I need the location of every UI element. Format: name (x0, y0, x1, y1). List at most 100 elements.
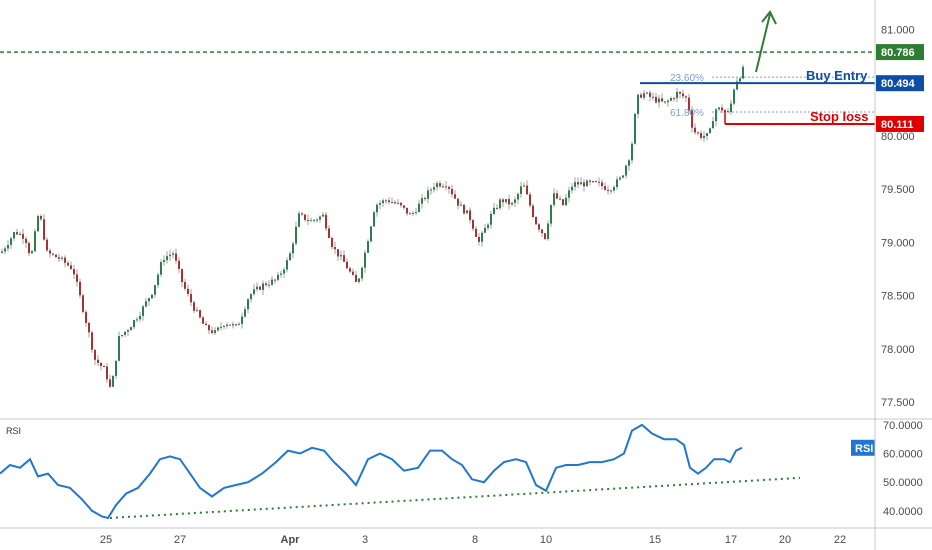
candle-body (202, 317, 204, 324)
candle-body (661, 98, 663, 102)
candle-body (736, 81, 738, 90)
candle-body (184, 282, 186, 289)
candle-body (487, 224, 489, 228)
candle-body (55, 254, 57, 258)
rsi-panel[interactable]: RSI 70.0000 60.0000 50.0000 40.0000 RSI (0, 420, 923, 520)
candle-body (40, 216, 42, 220)
candle-body (193, 302, 195, 311)
candle-body (466, 210, 468, 214)
candle-body (157, 274, 159, 286)
candle-body (643, 93, 645, 98)
candle-body (82, 295, 84, 312)
candle-body (259, 286, 261, 290)
candle-body (205, 323, 207, 326)
candle-body (301, 213, 303, 215)
time-tick-label: 3 (362, 534, 368, 546)
candle-body (37, 216, 39, 232)
candle-body (328, 228, 330, 239)
candle-body (709, 128, 711, 134)
candle-body (397, 202, 399, 204)
candle-body (262, 283, 264, 290)
candle-body (442, 186, 444, 188)
rsi-tick-label: 60.0000 (883, 449, 923, 461)
candle-body (427, 190, 429, 199)
trade-annotations: 80.786 80.494 80.111 Buy Entry Stop loss 23.6… (0, 10, 924, 132)
candle-body (322, 214, 324, 217)
candle-body (223, 325, 225, 327)
candle-body (448, 186, 450, 189)
candle-body (334, 247, 336, 250)
candle-body (664, 101, 666, 103)
candle-body (310, 220, 312, 222)
candle-body (538, 224, 540, 230)
candle-body (7, 244, 9, 249)
candle-body (571, 186, 573, 191)
candle-body (181, 268, 183, 283)
candle-body (166, 256, 168, 261)
candle-body (451, 188, 453, 195)
candle-body (34, 231, 36, 252)
candle-body (385, 200, 387, 202)
candle-body (532, 205, 534, 218)
price-badge (876, 75, 924, 92)
candle-body (304, 214, 306, 220)
candle-body (190, 293, 192, 303)
candle-body (169, 254, 171, 257)
candle-body (97, 359, 99, 363)
candle-body (694, 127, 696, 133)
price-tick-label: 79.000 (881, 237, 915, 249)
candle-body (628, 160, 630, 166)
candle-body (244, 309, 246, 317)
candle-body (625, 165, 627, 176)
candle-body (652, 96, 654, 98)
candle-body (646, 92, 648, 94)
candle-body (358, 278, 360, 282)
candle-body (685, 96, 687, 98)
candle-body (361, 267, 363, 279)
candle-body (439, 183, 441, 187)
candle-body (61, 257, 63, 259)
candle-body (151, 294, 153, 299)
candle-body (277, 274, 279, 280)
target-arrow (755, 13, 771, 73)
candle-body (517, 193, 519, 200)
candle-body (412, 213, 414, 215)
candle-body (367, 241, 369, 253)
price-badge (876, 115, 924, 132)
candle-body (163, 260, 165, 263)
candle-body (436, 183, 438, 188)
candle-body (739, 78, 741, 82)
candle-body (64, 257, 66, 263)
candle-body (133, 320, 135, 328)
candle-body (415, 212, 417, 214)
candle-body (160, 262, 162, 275)
candle-body (118, 336, 120, 361)
candle-body (523, 185, 525, 187)
candle-body (598, 181, 600, 183)
candle-body (553, 193, 555, 205)
candle-body (13, 232, 15, 239)
candle-body (154, 285, 156, 295)
candle-body (655, 96, 657, 103)
candle-body (688, 97, 690, 111)
price-tick-label: 79.500 (881, 184, 915, 196)
price-tick-label: 80.000 (881, 131, 915, 143)
price-tick-label: 77.500 (881, 397, 915, 409)
time-tick-label: 8 (472, 534, 478, 546)
candle-body (379, 203, 381, 205)
candle-body (10, 238, 12, 245)
candle-body (682, 93, 684, 97)
candle-body (178, 260, 180, 269)
candle-body (130, 327, 132, 331)
candle-body (331, 238, 333, 248)
candle-body (127, 330, 129, 332)
candle-body (355, 274, 357, 282)
candle-body (292, 243, 294, 254)
candle-body (22, 233, 24, 239)
candle-body (175, 253, 177, 261)
candle-body (112, 375, 114, 387)
time-tick-label: 10 (540, 534, 552, 546)
price-tick-label: 78.000 (881, 344, 915, 356)
